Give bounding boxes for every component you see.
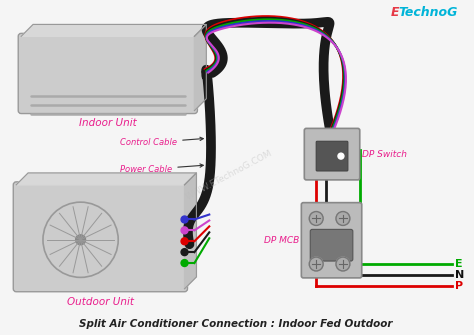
FancyBboxPatch shape bbox=[310, 229, 353, 261]
FancyBboxPatch shape bbox=[18, 34, 197, 114]
Polygon shape bbox=[21, 24, 206, 36]
Text: WWW.ETechnoG.COM: WWW.ETechnoG.COM bbox=[184, 148, 274, 202]
Circle shape bbox=[181, 227, 188, 234]
Text: Split Air Conditioner Connection : Indoor Fed Outdoor: Split Air Conditioner Connection : Indoo… bbox=[79, 319, 393, 329]
Circle shape bbox=[338, 153, 344, 159]
Circle shape bbox=[336, 257, 350, 271]
FancyBboxPatch shape bbox=[316, 141, 348, 171]
Circle shape bbox=[181, 249, 188, 256]
Circle shape bbox=[181, 260, 188, 267]
Text: E: E bbox=[455, 259, 463, 269]
Circle shape bbox=[181, 216, 188, 223]
Text: N: N bbox=[455, 270, 464, 280]
Text: Indoor Unit: Indoor Unit bbox=[79, 118, 137, 128]
Polygon shape bbox=[184, 173, 196, 289]
FancyBboxPatch shape bbox=[301, 203, 362, 278]
Text: TechnoG: TechnoG bbox=[398, 6, 458, 18]
Text: Control Cable: Control Cable bbox=[120, 137, 203, 147]
Polygon shape bbox=[16, 173, 196, 185]
Text: P: P bbox=[455, 281, 463, 291]
Text: Power Cable: Power Cable bbox=[120, 164, 203, 174]
Circle shape bbox=[336, 212, 350, 225]
FancyBboxPatch shape bbox=[13, 182, 188, 292]
Text: Outdoor Unit: Outdoor Unit bbox=[67, 296, 134, 307]
Circle shape bbox=[76, 235, 85, 245]
Circle shape bbox=[181, 238, 188, 245]
Text: DP Switch: DP Switch bbox=[362, 150, 407, 159]
Text: E: E bbox=[391, 6, 399, 18]
FancyBboxPatch shape bbox=[304, 128, 360, 180]
Circle shape bbox=[309, 257, 323, 271]
Circle shape bbox=[309, 212, 323, 225]
Text: DP MCB: DP MCB bbox=[264, 236, 300, 245]
Polygon shape bbox=[194, 24, 206, 111]
